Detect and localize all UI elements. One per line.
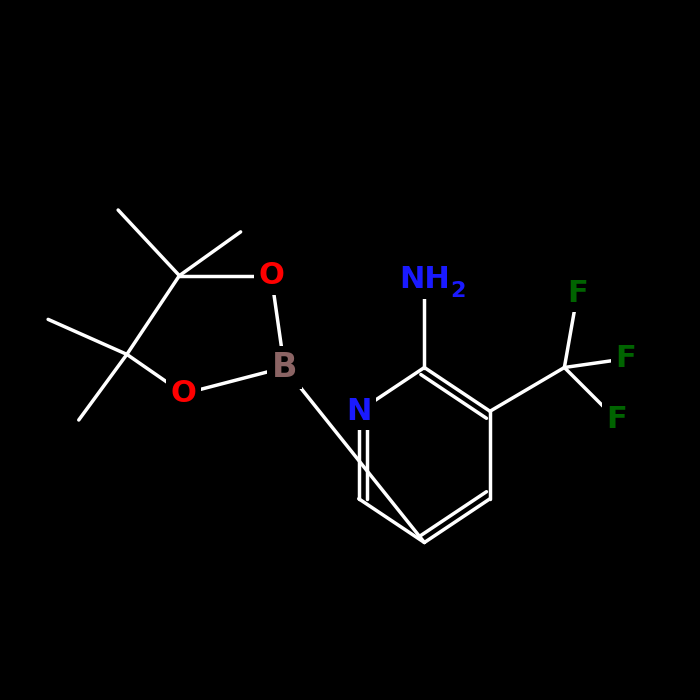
Text: NH: NH (399, 265, 449, 295)
Text: N: N (346, 397, 372, 426)
Text: O: O (258, 261, 284, 290)
Text: B: B (272, 351, 297, 384)
Text: F: F (606, 405, 627, 435)
Text: F: F (615, 344, 636, 373)
Text: 2: 2 (450, 281, 466, 302)
Text: O: O (171, 379, 197, 408)
Text: F: F (567, 279, 588, 307)
